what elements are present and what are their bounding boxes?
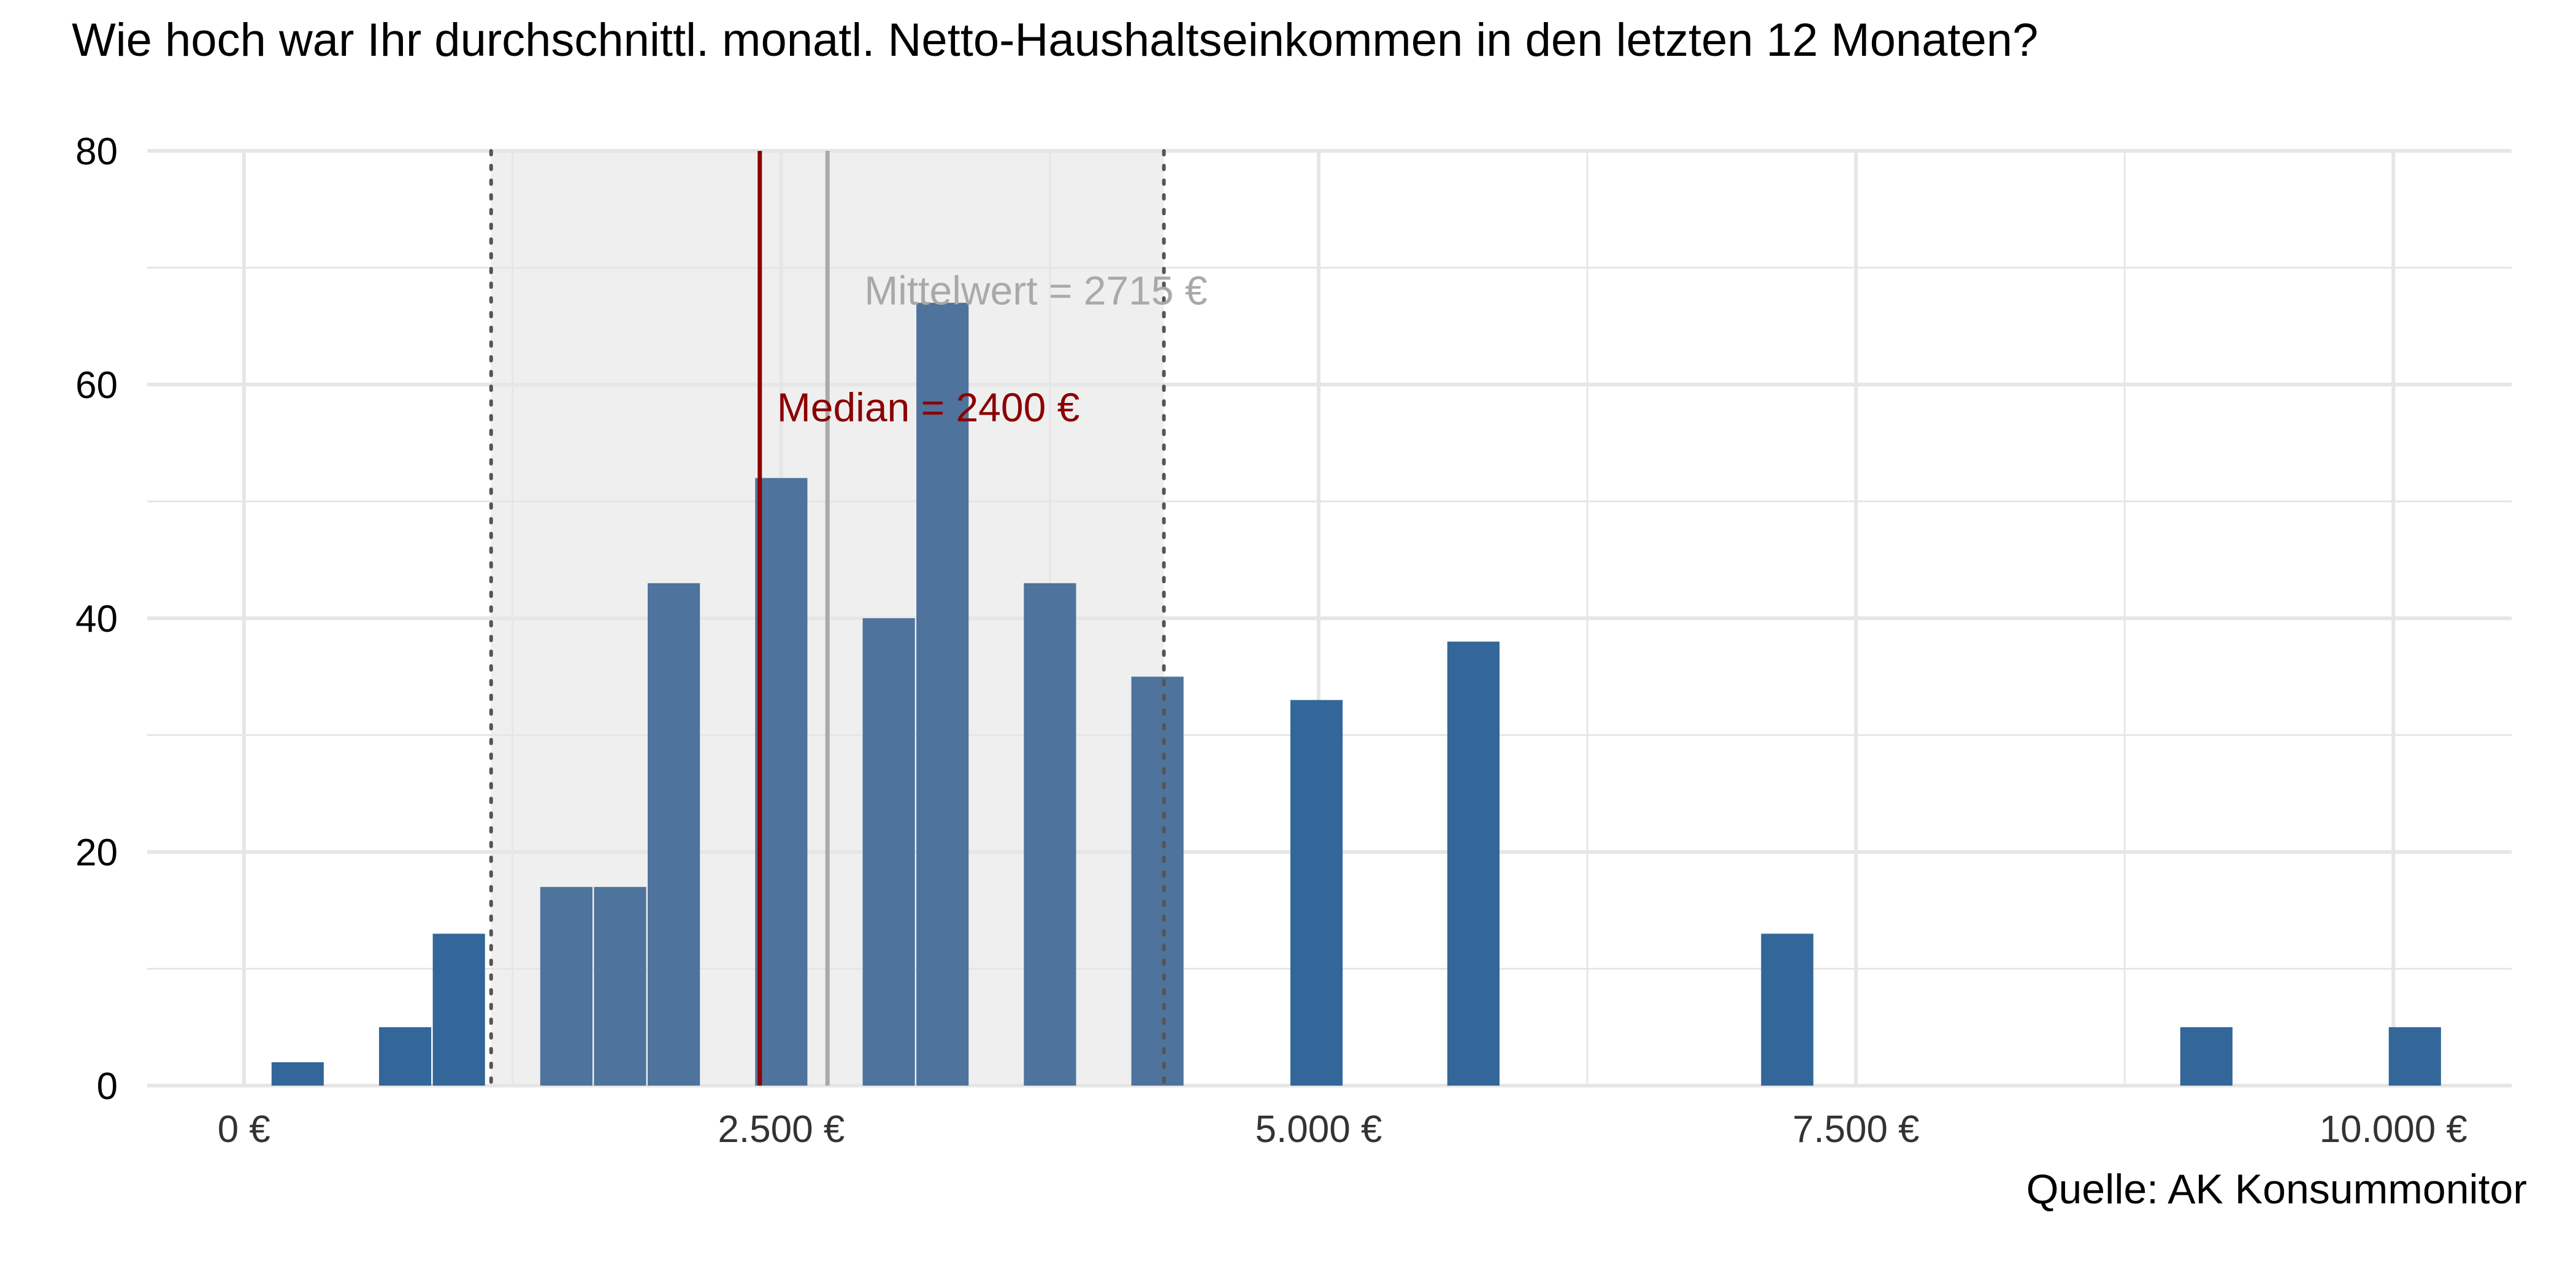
histogram-bar	[271, 1062, 324, 1086]
histogram-bar	[648, 583, 700, 1086]
x-tick-label: 7.500 €	[1793, 1108, 1920, 1151]
y-tick-label: 0	[97, 1065, 118, 1108]
histogram-bars	[271, 302, 2441, 1086]
x-tick-label: 0 €	[218, 1108, 270, 1151]
histogram-bar	[2388, 1027, 2441, 1086]
source-caption: Quelle: AK Konsummonitor	[2026, 1166, 2527, 1213]
histogram-bar	[1447, 642, 1500, 1086]
median-label: Median = 2400 €	[777, 385, 1080, 430]
annotation-labels: Mittelwert = 2715 € Median = 2400 €	[777, 268, 1208, 430]
x-tick-label: 5.000 €	[1255, 1108, 1382, 1151]
histogram-bar	[1131, 677, 1184, 1086]
y-tick-label: 20	[75, 832, 118, 874]
axis-labels: 0 20 40 60 80 0 € 2.500 € 5.000 € 7.500 € 10.000 …	[75, 131, 2467, 1151]
y-tick-label: 40	[75, 598, 118, 640]
x-tick-label: 2.500 €	[718, 1108, 845, 1151]
y-tick-label: 80	[75, 131, 118, 173]
histogram-bar	[755, 478, 808, 1086]
reference-lines	[489, 149, 1166, 1087]
histogram-bar	[594, 887, 646, 1086]
histogram-bar	[432, 933, 485, 1086]
chart-title: Wie hoch war Ihr durchschnittl. monatl. …	[72, 14, 2039, 66]
histogram-bar	[378, 1027, 432, 1086]
mean-label: Mittelwert = 2715 €	[864, 268, 1207, 313]
y-tick-label: 60	[75, 364, 118, 407]
histogram-bar	[1290, 700, 1343, 1086]
x-tick-label: 10.000 €	[2320, 1108, 2467, 1151]
histogram-bar	[916, 302, 969, 1086]
histogram-bar	[862, 618, 915, 1086]
histogram-bar	[1024, 583, 1076, 1086]
histogram-bar	[2180, 1027, 2233, 1086]
histogram-bar	[540, 887, 592, 1086]
histogram-bar	[1761, 933, 1814, 1086]
